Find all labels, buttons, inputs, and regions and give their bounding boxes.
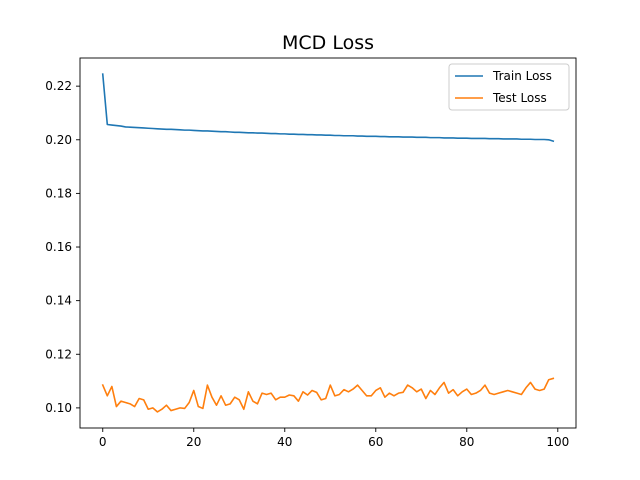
y-tick-label: 0.10 (45, 401, 72, 415)
series-line-train-loss (101, 73, 555, 143)
plot-frame (79, 57, 577, 429)
x-tick-label: 80 (459, 435, 474, 449)
x-tick-label: 100 (546, 435, 569, 449)
legend-label-test-loss: Test Loss (492, 91, 547, 105)
series-layer (101, 73, 555, 413)
y-tick-label: 0.12 (45, 347, 72, 361)
y-tick-label: 0.22 (45, 79, 72, 93)
x-tick-label: 0 (99, 435, 107, 449)
chart-title: MCD Loss (282, 32, 374, 54)
y-tick-label: 0.18 (45, 186, 72, 200)
y-tick-label: 0.20 (45, 133, 72, 147)
axis-layer: 0 20 40 60 80 100 0.10 0.12 0.14 0.16 0.18 0.20 0.22 (45, 79, 569, 449)
x-tick-label: 60 (368, 435, 383, 449)
legend: Train Loss Test Loss (448, 63, 570, 111)
x-tick-label: 20 (186, 435, 201, 449)
legend-label-train-loss: Train Loss (492, 69, 552, 83)
y-tick-label: 0.16 (45, 240, 72, 254)
x-tick-label: 40 (277, 435, 292, 449)
y-tick-label: 0.14 (45, 294, 72, 308)
series-line-test-loss (101, 377, 555, 413)
